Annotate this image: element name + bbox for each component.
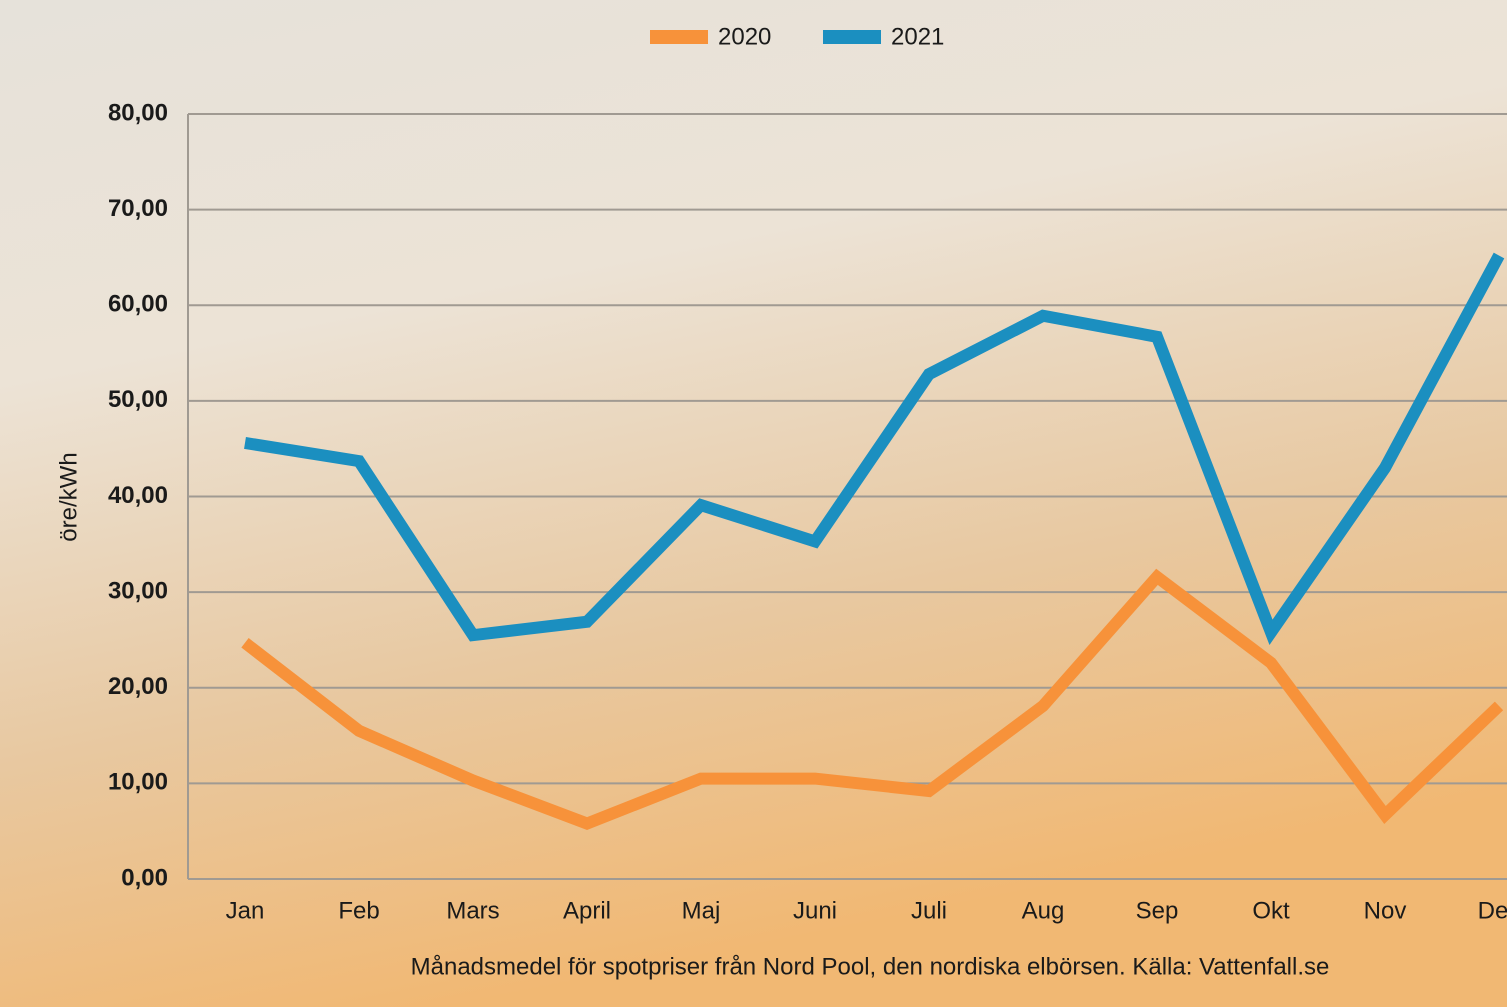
x-tick-label: Dec [1478,897,1507,924]
y-tick-label: 60,00 [108,291,168,318]
legend-label: 2020 [718,23,771,50]
y-tick-label: 70,00 [108,195,168,222]
legend-label: 2021 [891,23,944,50]
y-tick-label: 50,00 [108,386,168,413]
series-line [244,252,1505,646]
series-line [241,568,1504,830]
y-tick-label: 40,00 [108,482,168,509]
x-tick-label: Maj [682,897,721,924]
x-tick-label: Juni [793,897,837,924]
y-tick-label: 10,00 [108,769,168,796]
caption: Månadsmedel för spotpriser från Nord Poo… [411,953,1330,980]
y-tick-label: 30,00 [108,577,168,604]
x-tick-label: Jan [226,897,265,924]
y-tick-label: 80,00 [108,99,168,126]
y-tick-label: 20,00 [108,673,168,700]
legend-swatch [823,30,881,44]
y-tick-label: 0,00 [121,864,168,891]
x-tick-label: Okt [1252,897,1290,924]
x-tick-label: April [563,897,611,924]
x-tick-label: Feb [338,897,379,924]
x-tick-label: Juli [911,897,947,924]
x-tick-label: Mars [446,897,499,924]
x-tick-label: Aug [1022,897,1065,924]
x-tick-label: Sep [1136,897,1179,924]
legend-swatch [650,30,708,44]
y-axis-title: öre/kWh [55,452,82,541]
x-tick-label: Nov [1364,897,1407,924]
